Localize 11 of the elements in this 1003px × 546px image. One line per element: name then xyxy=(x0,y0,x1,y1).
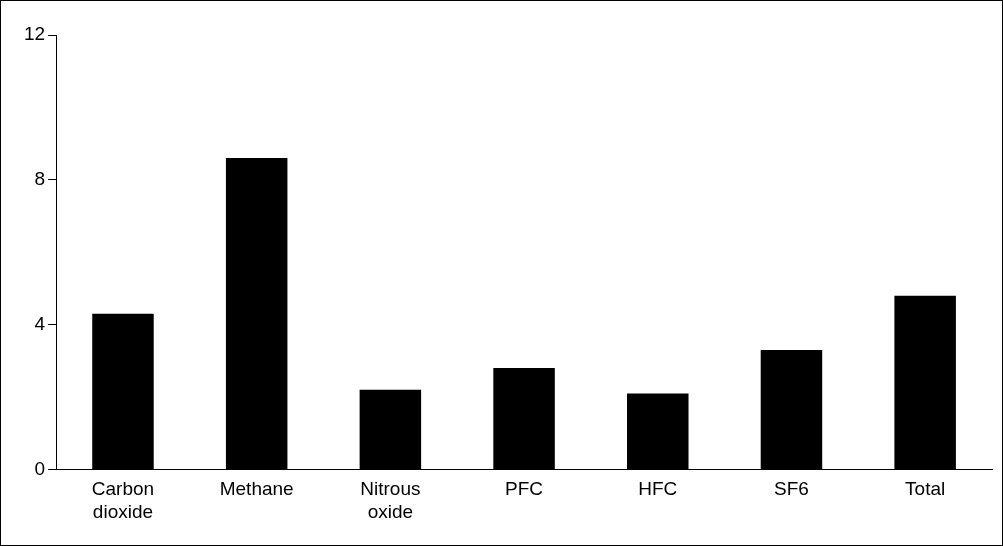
y-tick-label: 4 xyxy=(34,312,46,334)
x-tick-label: Carbon dioxide xyxy=(91,478,155,522)
x-tick-label: HFC xyxy=(638,478,678,500)
x-tick-label: Total xyxy=(905,478,946,500)
x-tick-label: SF6 xyxy=(774,478,809,500)
x-tick-label: Methane xyxy=(219,478,294,500)
y-tick-label: 12 xyxy=(23,23,46,45)
x-tick-label: Nitrous oxide xyxy=(360,478,421,522)
x-tick-label: PFC xyxy=(505,478,544,500)
y-tick-label: 0 xyxy=(34,457,46,479)
y-tick-label: 8 xyxy=(34,168,46,190)
